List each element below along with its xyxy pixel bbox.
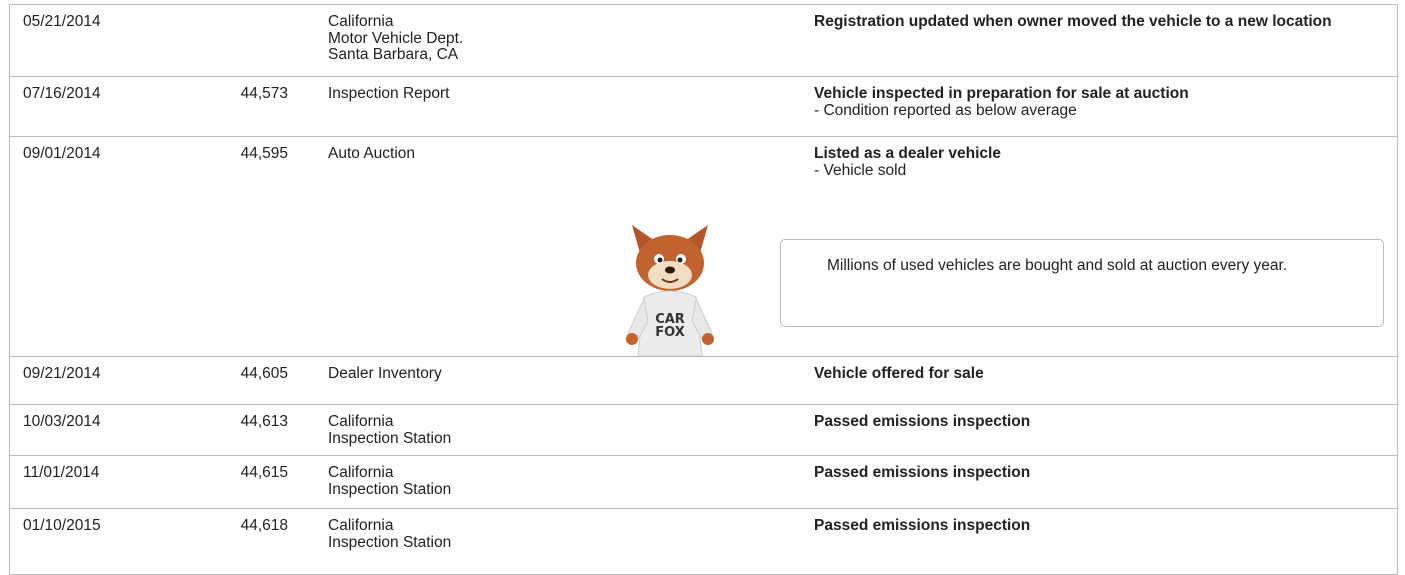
history-row: 07/16/2014 44,573 Inspection Report Vehicle… <box>10 77 1397 137</box>
source-line: Inspection Station <box>328 431 451 448</box>
source-line: Santa Barbara, CA <box>328 47 463 64</box>
comment-headline: Passed emissions inspection <box>814 414 1334 431</box>
comments: Passed emissions inspection <box>814 465 1334 482</box>
mileage: 44,615 <box>160 465 288 482</box>
page: 05/21/2014CaliforniaMotor Vehicle Dept.S… <box>0 0 1405 573</box>
date: 09/01/2014 <box>23 146 101 163</box>
comments: Registration updated when owner moved th… <box>814 14 1334 31</box>
source-line: Inspection Report <box>328 86 450 103</box>
comment-detail: - Condition reported as below average <box>814 103 1334 120</box>
comment-headline: Listed as a dealer vehicle <box>814 146 1334 163</box>
shirt-text: FOX <box>655 325 685 340</box>
source-line: Auto Auction <box>328 146 415 163</box>
comments: Listed as a dealer vehicle- Vehicle sold <box>814 146 1334 179</box>
source-line: Inspection Station <box>328 482 451 499</box>
mileage: 44,618 <box>160 518 288 535</box>
mileage: 44,613 <box>160 414 288 431</box>
comment-headline: Vehicle offered for sale <box>814 366 1334 383</box>
mileage: 44,605 <box>160 366 288 383</box>
comments: Vehicle offered for sale <box>814 366 1334 383</box>
source-line: Motor Vehicle Dept. <box>328 31 463 48</box>
date: 05/21/2014 <box>23 14 101 31</box>
date: 07/16/2014 <box>23 86 101 103</box>
history-row: 09/21/2014 44,605 Dealer Inventory Vehicle … <box>10 357 1397 405</box>
date: 11/01/2014 <box>23 465 99 482</box>
comments: Vehicle inspected in preparation for sal… <box>814 86 1334 119</box>
source-line: California <box>328 414 451 431</box>
source: Inspection Report <box>328 86 450 103</box>
date: 10/03/2014 <box>23 414 101 431</box>
source-line: California <box>328 465 451 482</box>
comment-detail: - Vehicle sold <box>814 163 1334 180</box>
comments: Passed emissions inspection <box>814 414 1334 431</box>
date: 09/21/2014 <box>23 366 101 383</box>
comments: Passed emissions inspection <box>814 518 1334 535</box>
mileage: 44,595 <box>160 146 288 163</box>
history-row: 09/01/2014 44,595 Auto Auction Listed as a … <box>10 137 1397 357</box>
date: 01/10/2015 <box>23 518 101 535</box>
mileage: 44,573 <box>160 86 288 103</box>
source: Auto Auction <box>328 146 415 163</box>
source: Dealer Inventory <box>328 366 442 383</box>
comment-headline: Passed emissions inspection <box>814 465 1334 482</box>
source-line: Dealer Inventory <box>328 366 442 383</box>
source-line: Inspection Station <box>328 535 451 552</box>
source-line: California <box>328 14 463 31</box>
comment-headline: Registration updated when owner moved th… <box>814 14 1334 31</box>
callout: Millions of used vehicles are bought and… <box>780 239 1384 327</box>
source-line: California <box>328 518 451 535</box>
comment-headline: Passed emissions inspection <box>814 518 1334 535</box>
comment-headline: Vehicle inspected in preparation for sal… <box>814 86 1334 103</box>
